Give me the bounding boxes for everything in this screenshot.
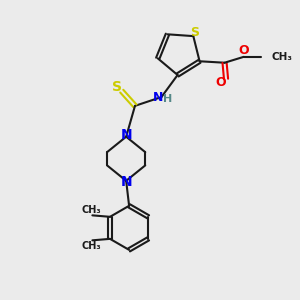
Text: CH₃: CH₃	[272, 52, 292, 62]
Text: CH₃: CH₃	[82, 205, 102, 215]
Text: N: N	[120, 175, 132, 189]
Text: N: N	[120, 128, 132, 142]
Text: O: O	[239, 44, 249, 58]
Text: S: S	[190, 26, 199, 39]
Text: H: H	[163, 94, 172, 104]
Text: N: N	[153, 91, 164, 103]
Text: CH₃: CH₃	[82, 241, 102, 251]
Text: S: S	[112, 80, 122, 94]
Text: O: O	[215, 76, 226, 89]
